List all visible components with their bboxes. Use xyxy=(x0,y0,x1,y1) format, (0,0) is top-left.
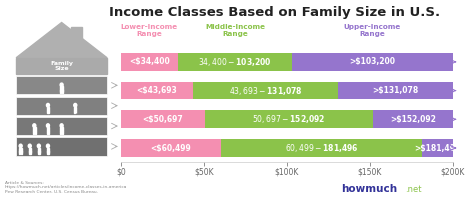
Bar xyxy=(16,96,107,115)
Text: $60,499 - $181,496: $60,499 - $181,496 xyxy=(285,142,358,154)
Text: Income Classes Based on Family Size in U.S.: Income Classes Based on Family Size in U… xyxy=(109,6,440,19)
Text: Family
Size: Family Size xyxy=(50,61,73,71)
Text: Article & Sources:
https://howmuch.net/articles/income-classes-in-america
Pew Re: Article & Sources: https://howmuch.net/a… xyxy=(5,181,127,194)
Bar xyxy=(47,131,48,134)
Text: >$181,496: >$181,496 xyxy=(414,144,460,152)
Text: <$43,693: <$43,693 xyxy=(137,86,177,95)
Bar xyxy=(60,127,63,131)
Bar xyxy=(47,127,49,131)
Bar xyxy=(205,110,373,128)
Circle shape xyxy=(19,144,22,148)
Bar xyxy=(33,131,34,134)
Text: >$131,078: >$131,078 xyxy=(373,86,419,95)
Text: Lower-Income
Range: Lower-Income Range xyxy=(121,25,178,37)
Text: $50,697 - $152,092: $50,697 - $152,092 xyxy=(252,113,326,125)
Bar xyxy=(121,110,205,128)
Bar xyxy=(33,127,36,131)
Bar xyxy=(71,27,82,47)
Bar xyxy=(37,148,40,152)
Bar xyxy=(19,148,22,152)
Circle shape xyxy=(28,144,31,148)
Text: .net: .net xyxy=(405,185,422,194)
Bar xyxy=(28,148,31,152)
Circle shape xyxy=(46,124,49,127)
Bar xyxy=(75,111,76,113)
Bar xyxy=(221,139,422,157)
Bar xyxy=(47,107,49,111)
Bar xyxy=(422,139,453,157)
Circle shape xyxy=(37,144,40,148)
Bar xyxy=(178,53,292,71)
Bar xyxy=(47,111,48,113)
Text: $34,400 - $103,200: $34,400 - $103,200 xyxy=(198,56,272,68)
Bar xyxy=(62,90,63,93)
Text: Upper-Income
Range: Upper-Income Range xyxy=(344,25,401,37)
Bar xyxy=(48,131,49,134)
Polygon shape xyxy=(16,23,107,58)
Circle shape xyxy=(60,83,63,87)
Text: <$34,400: <$34,400 xyxy=(129,57,170,66)
Bar xyxy=(373,110,453,128)
Bar xyxy=(292,53,453,71)
Text: >$103,200: >$103,200 xyxy=(349,57,395,66)
Bar xyxy=(121,82,193,99)
Bar xyxy=(60,86,63,90)
Bar xyxy=(37,151,38,154)
Circle shape xyxy=(74,103,77,107)
Bar xyxy=(62,131,63,134)
Bar xyxy=(48,151,49,154)
Bar xyxy=(74,107,76,111)
Bar xyxy=(16,58,107,74)
Bar xyxy=(47,151,48,154)
Bar xyxy=(60,90,61,93)
Circle shape xyxy=(46,103,49,107)
Text: <$60,499: <$60,499 xyxy=(151,144,191,152)
Bar xyxy=(60,131,61,134)
Bar xyxy=(21,151,22,154)
Bar xyxy=(74,111,75,113)
Bar xyxy=(48,111,49,113)
Circle shape xyxy=(33,124,36,127)
Circle shape xyxy=(46,144,49,148)
Bar xyxy=(35,131,36,134)
Bar xyxy=(16,76,107,94)
Bar xyxy=(19,151,20,154)
Bar xyxy=(16,137,107,156)
Bar xyxy=(121,53,178,71)
Bar xyxy=(121,139,221,157)
Bar xyxy=(30,151,31,154)
Bar xyxy=(16,117,107,135)
Bar xyxy=(338,82,453,99)
Circle shape xyxy=(60,124,63,127)
Text: <$50,697: <$50,697 xyxy=(143,115,183,124)
Text: $43,693 - $131,078: $43,693 - $131,078 xyxy=(229,85,303,97)
Text: >$152,092: >$152,092 xyxy=(390,115,436,124)
Bar xyxy=(39,151,40,154)
Text: Middle-Income
Range: Middle-Income Range xyxy=(205,25,265,37)
Bar xyxy=(47,148,49,152)
Bar xyxy=(28,151,29,154)
Text: howmuch: howmuch xyxy=(341,184,397,194)
Bar xyxy=(193,82,338,99)
